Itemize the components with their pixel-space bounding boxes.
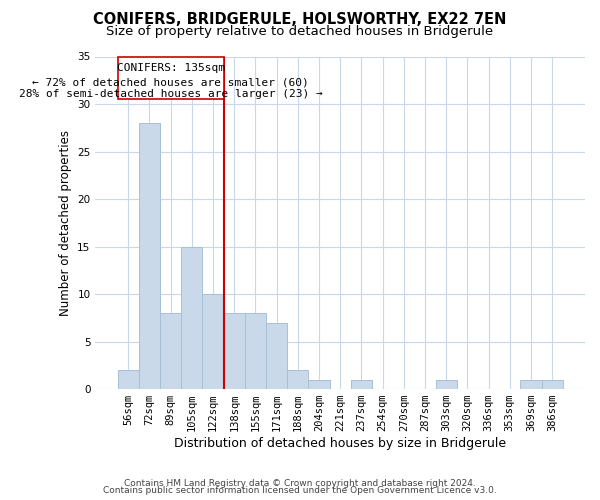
Bar [287, 370, 308, 389]
Bar [224, 313, 245, 389]
FancyBboxPatch shape [118, 56, 224, 100]
Text: CONIFERS: 135sqm: CONIFERS: 135sqm [116, 63, 224, 73]
Bar [351, 380, 372, 389]
Bar [436, 380, 457, 389]
Text: Contains HM Land Registry data © Crown copyright and database right 2024.: Contains HM Land Registry data © Crown c… [124, 478, 476, 488]
Bar [160, 313, 181, 389]
Text: Size of property relative to detached houses in Bridgerule: Size of property relative to detached ho… [106, 25, 494, 38]
Text: ← 72% of detached houses are smaller (60): ← 72% of detached houses are smaller (60… [32, 77, 309, 87]
Bar [181, 246, 202, 389]
Y-axis label: Number of detached properties: Number of detached properties [59, 130, 72, 316]
Bar [118, 370, 139, 389]
Bar [139, 123, 160, 389]
Bar [308, 380, 329, 389]
Text: CONIFERS, BRIDGERULE, HOLSWORTHY, EX22 7EN: CONIFERS, BRIDGERULE, HOLSWORTHY, EX22 7… [94, 12, 506, 28]
Bar [245, 313, 266, 389]
Text: Contains public sector information licensed under the Open Government Licence v3: Contains public sector information licen… [103, 486, 497, 495]
Bar [266, 322, 287, 389]
Bar [520, 380, 542, 389]
Bar [542, 380, 563, 389]
X-axis label: Distribution of detached houses by size in Bridgerule: Distribution of detached houses by size … [174, 437, 506, 450]
Bar [202, 294, 224, 389]
Text: 28% of semi-detached houses are larger (23) →: 28% of semi-detached houses are larger (… [19, 88, 323, 99]
